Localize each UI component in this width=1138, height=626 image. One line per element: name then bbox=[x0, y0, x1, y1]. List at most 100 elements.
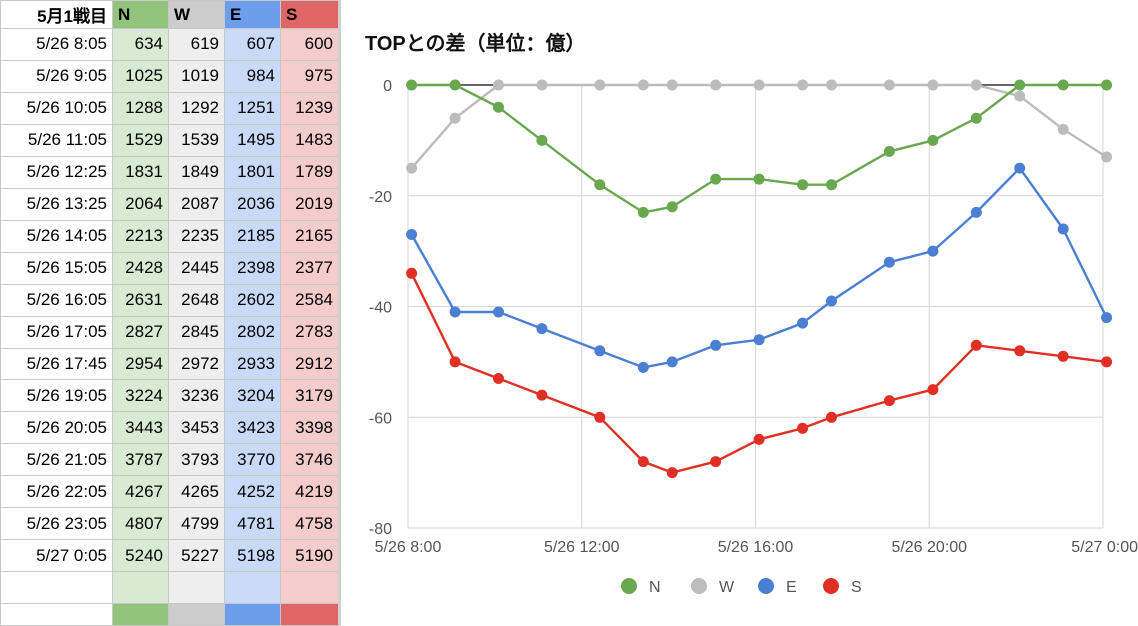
time-cell[interactable]: 5/26 15:05 bbox=[0, 251, 113, 285]
data-point[interactable] bbox=[1014, 345, 1026, 357]
data-point[interactable] bbox=[1057, 123, 1069, 135]
n-value-cell[interactable]: 1288 bbox=[112, 91, 169, 125]
data-point[interactable] bbox=[826, 411, 837, 423]
data-point[interactable] bbox=[449, 79, 461, 91]
data-point[interactable] bbox=[710, 456, 722, 468]
w-value-cell[interactable]: 1292 bbox=[168, 91, 225, 125]
s-value-cell[interactable]: 2912 bbox=[280, 347, 339, 381]
data-point[interactable] bbox=[666, 356, 678, 368]
w-value-cell[interactable]: 2845 bbox=[168, 315, 225, 349]
time-cell[interactable]: 5/26 17:05 bbox=[0, 315, 113, 349]
time-cell[interactable]: 5/26 20:05 bbox=[0, 411, 113, 445]
time-cell[interactable]: 5/26 11:05 bbox=[0, 123, 113, 157]
data-point[interactable] bbox=[1014, 79, 1026, 91]
data-point[interactable] bbox=[710, 173, 722, 185]
swatch-cell[interactable] bbox=[224, 603, 281, 626]
data-point[interactable] bbox=[1014, 90, 1026, 102]
legend-label-w[interactable]: W bbox=[719, 579, 735, 596]
header-cell-n[interactable]: N bbox=[112, 0, 169, 29]
time-cell[interactable]: 5/27 0:05 bbox=[0, 539, 113, 573]
header-cell-s[interactable]: S bbox=[280, 0, 339, 29]
n-value-cell[interactable]: 4807 bbox=[112, 507, 169, 541]
n-value-cell[interactable]: 1831 bbox=[112, 155, 169, 189]
data-point[interactable] bbox=[594, 345, 606, 357]
n-value-cell[interactable]: 2064 bbox=[112, 187, 169, 221]
s-value-cell[interactable]: 2783 bbox=[280, 315, 339, 349]
data-point[interactable] bbox=[449, 356, 461, 368]
data-point[interactable] bbox=[493, 79, 504, 91]
data-point[interactable] bbox=[797, 317, 809, 329]
s-value-cell[interactable]: 4219 bbox=[280, 475, 339, 509]
s-value-cell[interactable]: 3746 bbox=[280, 443, 339, 477]
w-value-cell[interactable]: 3236 bbox=[168, 379, 225, 413]
data-point[interactable] bbox=[753, 79, 765, 91]
data-point[interactable] bbox=[406, 229, 418, 240]
w-value-cell[interactable]: 2235 bbox=[168, 219, 225, 253]
data-point[interactable] bbox=[970, 339, 982, 351]
data-point[interactable] bbox=[970, 206, 982, 218]
data-point[interactable] bbox=[970, 79, 982, 91]
e-value-cell[interactable]: 2933 bbox=[224, 347, 281, 381]
s-value-cell[interactable]: 1239 bbox=[280, 91, 339, 125]
empty-cell[interactable] bbox=[112, 571, 169, 605]
w-value-cell[interactable]: 2648 bbox=[168, 283, 225, 317]
data-point[interactable] bbox=[883, 256, 895, 268]
e-value-cell[interactable]: 1251 bbox=[224, 91, 281, 125]
w-value-cell[interactable]: 619 bbox=[168, 28, 225, 61]
e-value-cell[interactable]: 3770 bbox=[224, 443, 281, 477]
w-value-cell[interactable]: 4799 bbox=[168, 507, 225, 541]
time-cell[interactable]: 5/26 14:05 bbox=[0, 219, 113, 253]
data-point[interactable] bbox=[797, 179, 809, 191]
w-value-cell[interactable]: 1849 bbox=[168, 155, 225, 189]
data-point[interactable] bbox=[883, 395, 895, 407]
data-point[interactable] bbox=[797, 79, 809, 91]
w-value-cell[interactable]: 2972 bbox=[168, 347, 225, 381]
data-point[interactable] bbox=[637, 206, 649, 218]
data-point[interactable] bbox=[637, 361, 649, 373]
time-cell[interactable]: 5/26 8:05 bbox=[0, 28, 113, 61]
n-value-cell[interactable]: 1025 bbox=[112, 59, 169, 93]
data-point[interactable] bbox=[594, 79, 606, 91]
data-point[interactable] bbox=[1101, 79, 1113, 91]
s-value-cell[interactable]: 2165 bbox=[280, 219, 339, 253]
data-point[interactable] bbox=[666, 467, 678, 479]
n-value-cell[interactable]: 2213 bbox=[112, 219, 169, 253]
data-point[interactable] bbox=[927, 384, 939, 396]
legend-label-e[interactable]: E bbox=[786, 579, 797, 596]
data-point[interactable] bbox=[826, 179, 837, 191]
time-cell[interactable]: 5/26 21:05 bbox=[0, 443, 113, 477]
swatch-cell[interactable] bbox=[280, 603, 339, 626]
n-value-cell[interactable]: 1529 bbox=[112, 123, 169, 157]
n-value-cell[interactable]: 2631 bbox=[112, 283, 169, 317]
time-cell[interactable]: 5/26 13:25 bbox=[0, 187, 113, 221]
data-point[interactable] bbox=[927, 79, 939, 91]
n-value-cell[interactable]: 2827 bbox=[112, 315, 169, 349]
data-point[interactable] bbox=[710, 339, 722, 351]
data-point[interactable] bbox=[536, 134, 548, 146]
data-point[interactable] bbox=[406, 79, 418, 91]
data-point[interactable] bbox=[637, 456, 649, 468]
time-cell[interactable]: 5/26 12:25 bbox=[0, 155, 113, 189]
s-value-cell[interactable]: 2584 bbox=[280, 283, 339, 317]
data-point[interactable] bbox=[1014, 162, 1026, 174]
swatch-cell[interactable] bbox=[0, 603, 113, 626]
w-value-cell[interactable]: 3793 bbox=[168, 443, 225, 477]
e-value-cell[interactable]: 2398 bbox=[224, 251, 281, 285]
e-value-cell[interactable]: 2185 bbox=[224, 219, 281, 253]
n-value-cell[interactable]: 2428 bbox=[112, 251, 169, 285]
data-point[interactable] bbox=[927, 134, 939, 146]
w-value-cell[interactable]: 2445 bbox=[168, 251, 225, 285]
e-value-cell[interactable]: 607 bbox=[224, 28, 281, 61]
data-point[interactable] bbox=[536, 323, 548, 335]
data-point[interactable] bbox=[449, 306, 461, 318]
legend-label-s[interactable]: S bbox=[851, 579, 862, 596]
e-value-cell[interactable]: 984 bbox=[224, 59, 281, 93]
data-point[interactable] bbox=[710, 79, 722, 91]
data-point[interactable] bbox=[826, 295, 837, 307]
time-cell[interactable]: 5/26 23:05 bbox=[0, 507, 113, 541]
n-value-cell[interactable]: 3443 bbox=[112, 411, 169, 445]
swatch-cell[interactable] bbox=[168, 603, 225, 626]
data-point[interactable] bbox=[594, 179, 606, 191]
s-value-cell[interactable]: 600 bbox=[280, 28, 339, 61]
empty-cell[interactable] bbox=[224, 571, 281, 605]
